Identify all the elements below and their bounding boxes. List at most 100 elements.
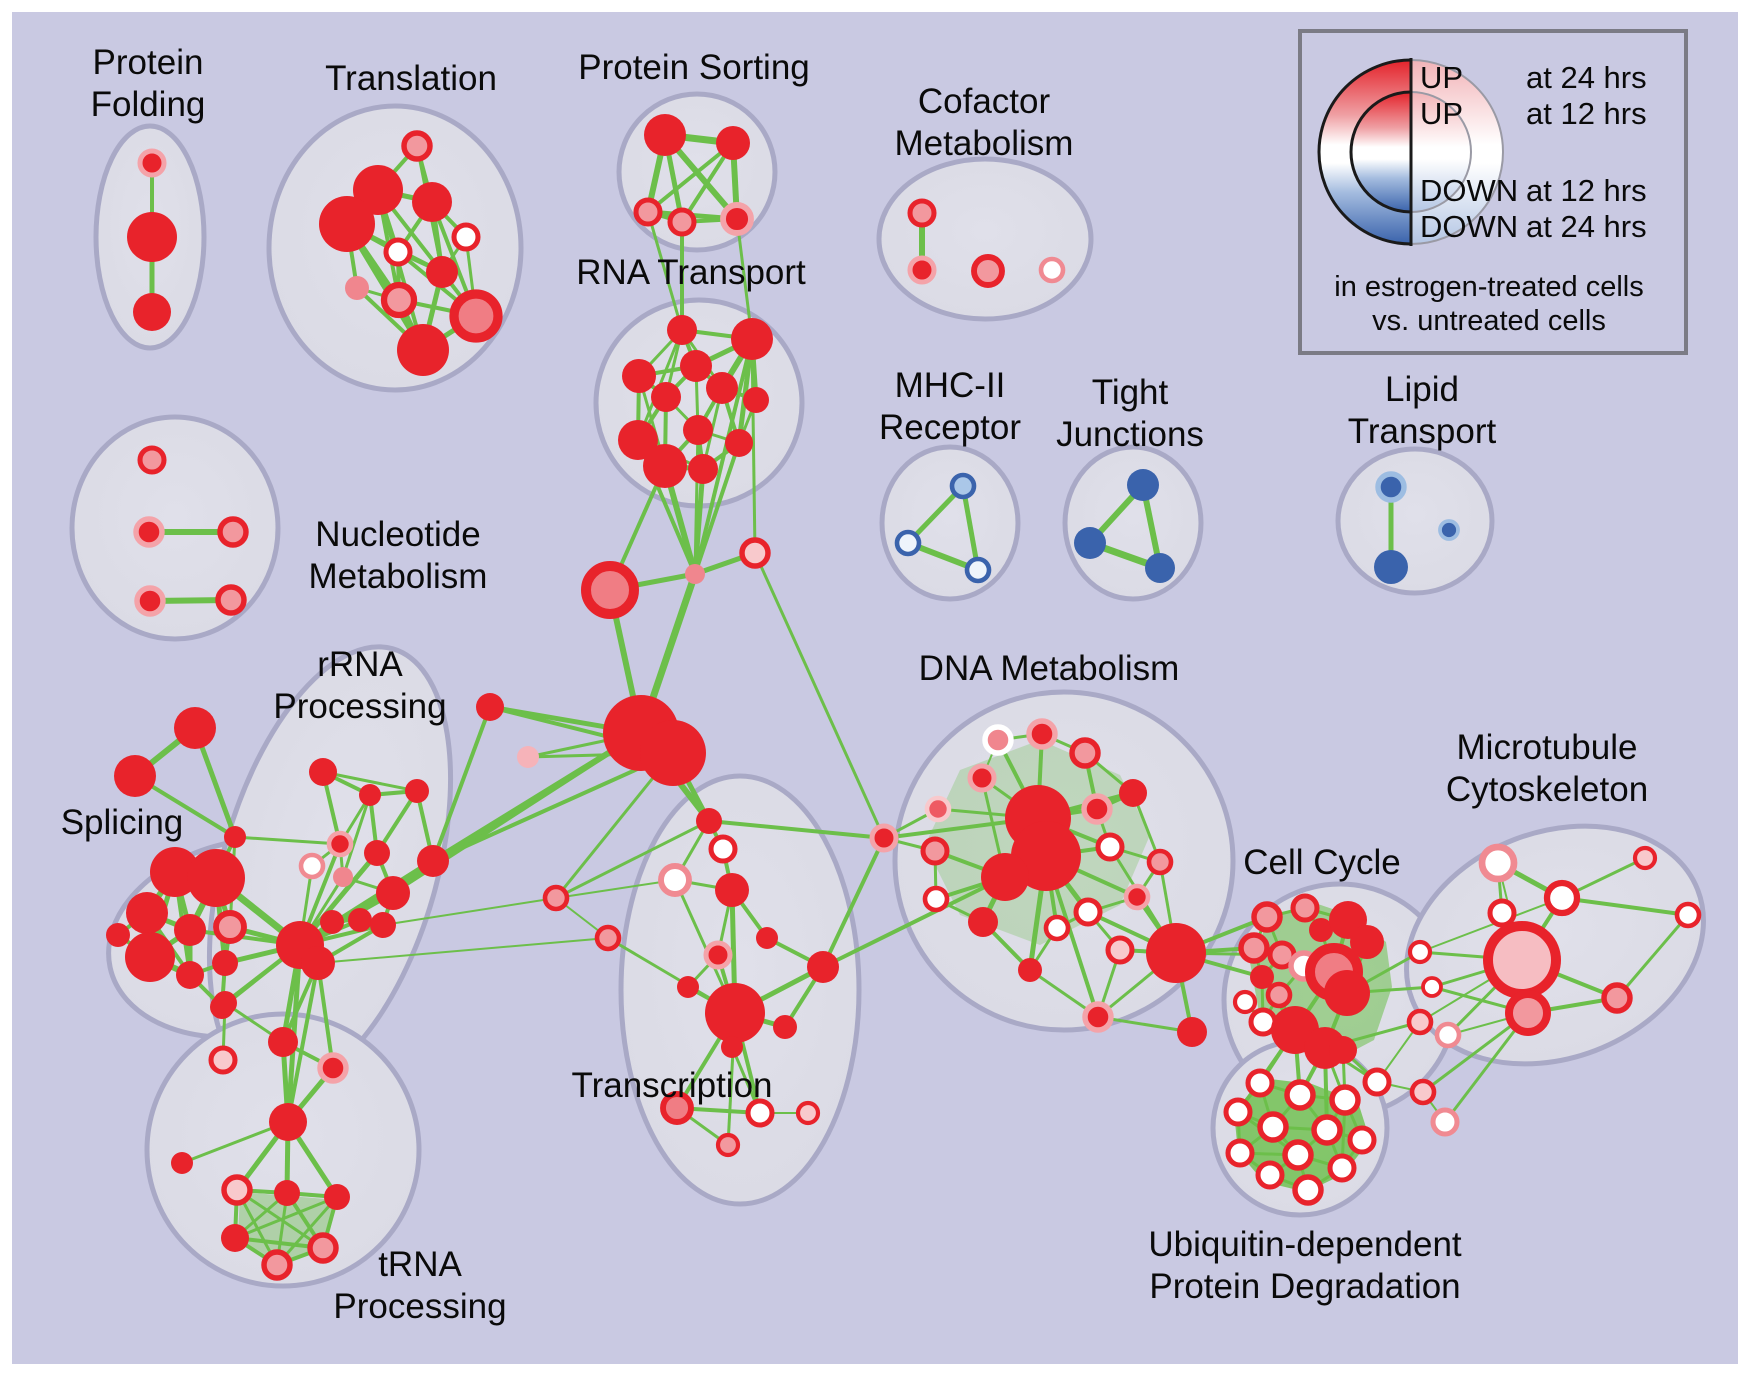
network-node	[298, 852, 326, 880]
network-node	[967, 763, 997, 793]
network-node	[133, 516, 165, 548]
network-node	[1329, 1084, 1361, 1116]
network-node	[1375, 471, 1407, 503]
network-node	[1329, 1036, 1357, 1064]
network-node	[622, 359, 656, 393]
network-node	[324, 1184, 350, 1210]
network-node	[1374, 550, 1408, 584]
network-node	[1127, 469, 1159, 501]
network-node	[268, 1027, 298, 1057]
network-node	[1601, 982, 1633, 1014]
network-node	[370, 912, 396, 938]
cluster-label-protein-sorting: Protein Sorting	[578, 48, 810, 87]
network-node	[924, 795, 952, 823]
network-node	[150, 847, 200, 897]
network-node	[133, 293, 171, 331]
network-node	[517, 746, 539, 768]
legend-row-0-time: at 24 hrs	[1526, 60, 1647, 95]
network-node	[307, 1232, 339, 1264]
network-node	[696, 808, 722, 834]
network-edge	[555, 879, 676, 899]
network-node	[1177, 1017, 1207, 1047]
network-node	[716, 126, 750, 160]
network-node	[739, 537, 771, 569]
network-node	[1238, 932, 1270, 964]
nodes-layer	[106, 114, 1702, 1281]
network-node	[1095, 832, 1125, 862]
network-node	[320, 910, 344, 934]
cluster-label-lipid-transport: Transport	[1348, 412, 1497, 451]
network-node	[333, 867, 353, 887]
cluster-label-trna-processing: Processing	[333, 1287, 506, 1326]
network-node	[920, 836, 950, 866]
network-edge	[1419, 897, 1563, 953]
network-node	[319, 196, 375, 252]
network-edge	[750, 338, 757, 554]
network-node	[1311, 1114, 1343, 1146]
network-node	[125, 932, 175, 982]
network-node	[756, 927, 778, 949]
network-node	[907, 198, 937, 228]
network-edge	[431, 706, 492, 862]
legend-inner-left-half	[1351, 92, 1411, 212]
network-node	[261, 1249, 293, 1281]
network-node	[677, 976, 699, 998]
network-node	[1038, 256, 1066, 284]
network-node	[1362, 1067, 1392, 1097]
network-node	[907, 255, 937, 285]
network-node	[213, 910, 247, 944]
network-node	[1082, 1001, 1114, 1033]
network-node	[208, 1045, 238, 1075]
network-node	[1543, 879, 1581, 917]
network-edge	[286, 962, 320, 1123]
cluster-label-cofactor-metabolism: Cofactor	[918, 82, 1051, 121]
legend: UP at 24 hrs UP at 12 hrs DOWN at 12 hrs…	[1298, 29, 1688, 355]
network-node	[1309, 918, 1333, 942]
cluster-label-trna-processing: tRNA	[378, 1245, 462, 1284]
network-node	[869, 823, 899, 853]
network-edge	[1097, 1015, 1193, 1034]
network-node	[721, 1036, 743, 1058]
network-node	[660, 1091, 694, 1125]
network-node	[1146, 848, 1174, 876]
cluster-label-protein-folding: Protein	[93, 43, 204, 82]
network-node	[1421, 976, 1443, 998]
network-node	[581, 561, 639, 619]
network-edge	[708, 819, 885, 840]
network-node	[426, 256, 458, 288]
network-node	[476, 693, 504, 721]
cluster-label-cofactor-metabolism: Metabolism	[895, 124, 1074, 163]
network-node	[981, 853, 1029, 901]
network-node	[708, 834, 738, 864]
network-node	[922, 885, 950, 913]
network-node	[1282, 1139, 1314, 1171]
network-edge	[432, 751, 674, 863]
legend-row-1-state: UP	[1420, 96, 1463, 131]
network-node	[1026, 718, 1058, 750]
legend-glyph	[1317, 58, 1504, 246]
network-edge	[322, 770, 418, 793]
network-node	[1292, 1174, 1324, 1206]
network-node	[326, 830, 354, 858]
network-node	[1434, 1021, 1462, 1049]
network-node	[964, 556, 992, 584]
network-node	[212, 950, 238, 976]
network-node	[1245, 1068, 1275, 1098]
network-node	[968, 907, 998, 937]
network-node	[643, 444, 687, 488]
network-node	[743, 387, 769, 413]
network-node	[1478, 843, 1518, 883]
network-edge	[382, 897, 557, 926]
network-edge	[234, 835, 341, 846]
cluster-label-tight-junctions: Tight	[1092, 373, 1169, 412]
network-node	[703, 940, 733, 970]
network-edge	[1615, 914, 1690, 999]
legend-row-2-state: DOWN	[1420, 173, 1518, 208]
cluster-label-ubiquitin-degradation: Protein Degradation	[1149, 1267, 1460, 1306]
network-node	[633, 197, 663, 227]
network-node	[174, 914, 206, 946]
network-node	[618, 420, 658, 460]
network-node	[807, 951, 839, 983]
